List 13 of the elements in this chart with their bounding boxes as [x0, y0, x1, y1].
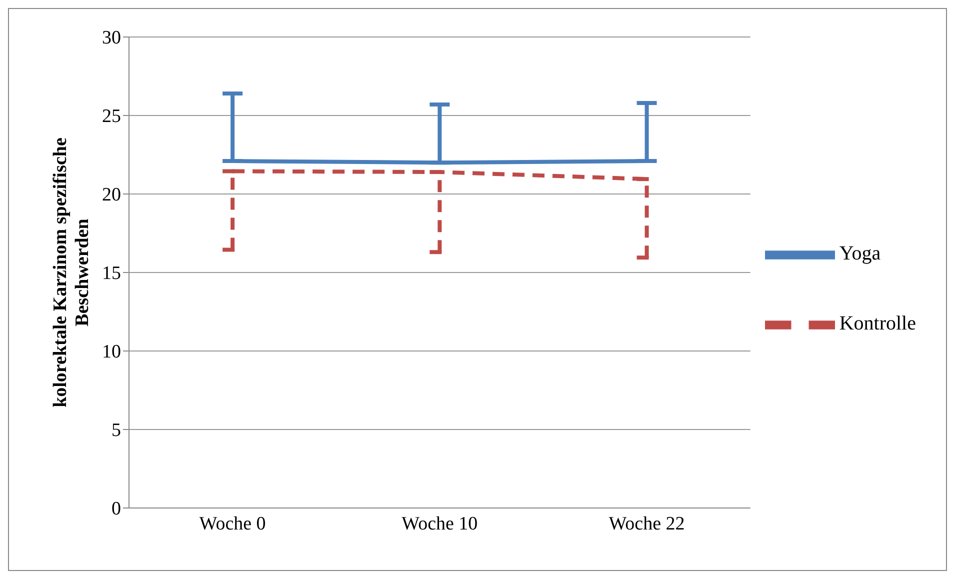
legend-label: Yoga [839, 242, 881, 264]
x-tick-label: Woche 10 [402, 513, 478, 534]
y-tick-label: 15 [102, 263, 121, 284]
y-tick-label: 20 [102, 184, 121, 206]
y-tick-label: 30 [102, 28, 121, 49]
x-tick-label: Woche 0 [199, 513, 266, 534]
x-tick-label: Woche 22 [608, 513, 685, 534]
y-axis-title: kolorektale Karzinom spezifische Beschwerden [50, 138, 93, 408]
y-tick-label: 0 [112, 498, 121, 520]
y-tick-label: 25 [102, 106, 121, 128]
legend-label: Kontrolle [839, 312, 916, 334]
y-tick-label: 10 [102, 342, 121, 363]
y-tick-label: 5 [112, 420, 121, 442]
